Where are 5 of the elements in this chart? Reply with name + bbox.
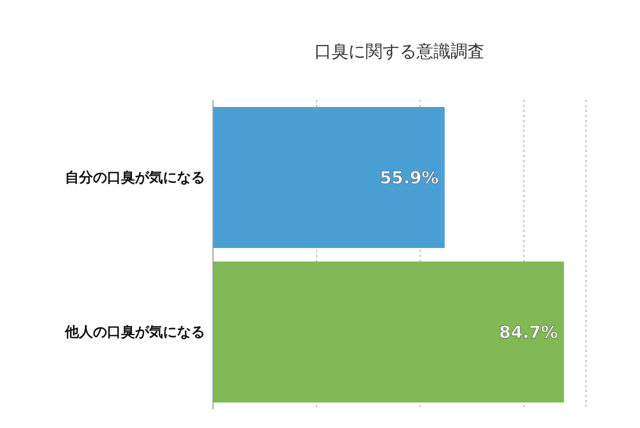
y-tick-label: 他人の口臭が気になる (64, 324, 205, 341)
data-label: 84.7% (499, 323, 558, 344)
data-label: 55.9% (380, 168, 439, 189)
y-tick-label: 自分の口臭が気になる (65, 170, 205, 186)
chart-title: 口臭に関する意識調査 (314, 41, 486, 63)
